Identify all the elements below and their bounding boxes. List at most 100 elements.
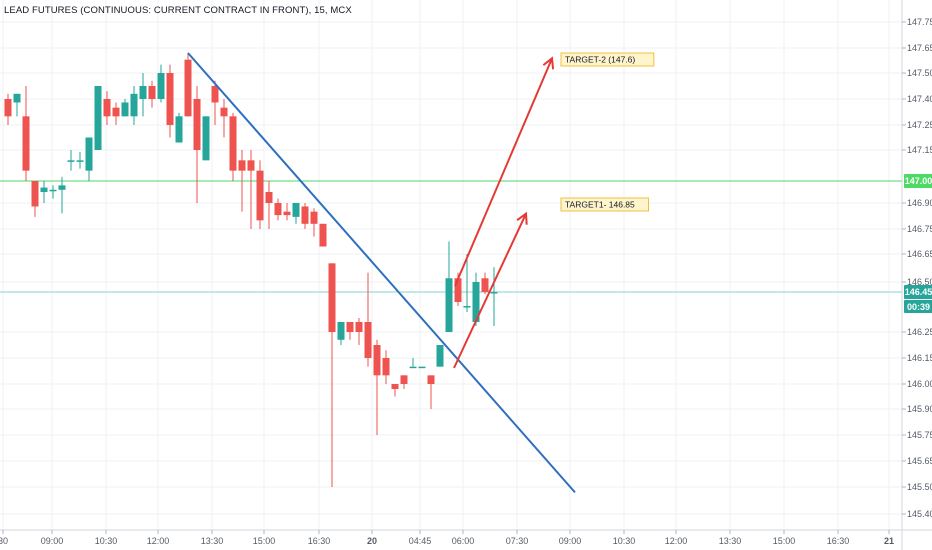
candle-body [22, 116, 30, 171]
candle [490, 267, 498, 326]
price-axis[interactable]: 147.75 147.65 147.50 147.40 147.25 147.15 146.… [901, 0, 932, 550]
candle-body [247, 160, 255, 171]
target1-arrow[interactable] [453, 211, 528, 369]
candle [382, 350, 390, 384]
candle [112, 102, 120, 125]
candle-body [166, 73, 174, 125]
candle [265, 181, 273, 229]
x-tick-label: 09:00 [41, 536, 64, 546]
candle-body [256, 170, 264, 221]
candle-body [121, 102, 129, 117]
drawing-tools-layer[interactable]: TARGET-2 (147.6) TARGET1- 146.85 [187, 52, 655, 494]
candle-body [49, 189, 57, 192]
candle [436, 345, 444, 367]
candle [472, 272, 480, 326]
x-tick-label: 13:30 [719, 536, 742, 546]
candle-body [31, 181, 39, 207]
annotation-text: TARGET-2 (147.6) [565, 55, 635, 65]
x-tick-label: 12:00 [665, 536, 688, 546]
y-tick-label: 147.50 [907, 68, 932, 78]
x-tick-label: 30 [0, 536, 8, 546]
candle-body [481, 278, 489, 292]
candle [130, 86, 138, 125]
candle-body [292, 203, 300, 217]
horizontal-lines [0, 180, 902, 293]
candle [481, 272, 489, 294]
candle-body [319, 223, 327, 247]
candle [202, 116, 210, 161]
candle-body [229, 116, 237, 171]
x-tick-label: 20 [367, 536, 377, 546]
y-tick-label: 145.75 [907, 430, 932, 440]
candle [103, 91, 111, 125]
x-tick-label: 07:30 [506, 536, 529, 546]
candle-body [418, 366, 426, 369]
candle [364, 272, 372, 367]
candle-body [427, 375, 435, 384]
candle [445, 241, 453, 332]
candle-body [67, 160, 75, 162]
y-tick-label: 146.50 [907, 277, 932, 287]
candle [247, 150, 255, 229]
candle [418, 366, 426, 369]
target2-arrow[interactable] [454, 56, 555, 287]
chart-title: LEAD FUTURES (CONTINUOUS: CURRENT CONTRA… [4, 5, 352, 16]
candle [193, 86, 201, 203]
candle [13, 93, 21, 117]
y-tick-label: 145.40 [907, 509, 932, 519]
candle [310, 208, 318, 237]
y-tick-label: 147.75 [907, 17, 932, 27]
candle [85, 137, 93, 181]
time-axis[interactable]: 30 09:00 10:30 12:00 13:30 15:00 16:30 20 04:45 0… [0, 529, 932, 546]
candle [67, 150, 75, 171]
candle [220, 99, 228, 138]
candle-body [112, 107, 120, 117]
candle-body [175, 116, 183, 143]
target1-label[interactable]: TARGET1- 146.85 [560, 197, 649, 212]
x-tick-label: 21 [884, 536, 894, 546]
x-tick-label: 16:30 [308, 536, 331, 546]
candle [463, 254, 471, 312]
candle [373, 339, 381, 435]
chart-grid [0, 0, 902, 530]
candle [274, 198, 282, 221]
candle [400, 375, 408, 389]
candle-body [157, 73, 165, 99]
candle-body [373, 345, 381, 376]
candle-body [364, 322, 372, 358]
y-tick-label: 147.15 [907, 145, 932, 155]
y-tick-label: 147.25 [907, 120, 932, 130]
candle-body [139, 86, 147, 99]
price-label-text: 147.00 [905, 176, 932, 186]
candle [49, 185, 57, 199]
x-tick-label: 13:30 [201, 536, 224, 546]
x-tick-label: 04:45 [409, 536, 432, 546]
candlestick-series [4, 53, 498, 487]
candle [31, 181, 39, 217]
trendline[interactable] [187, 52, 576, 494]
candle [139, 73, 147, 117]
target2-label[interactable]: TARGET-2 (147.6) [560, 52, 655, 67]
candle [301, 203, 309, 229]
candle [4, 93, 12, 125]
candle [40, 181, 48, 203]
candle-body [58, 185, 66, 190]
candle [283, 203, 291, 221]
candle-body [211, 86, 219, 103]
candle-body [40, 187, 48, 192]
x-tick-label: 15:00 [773, 536, 796, 546]
candle-body [202, 116, 210, 161]
y-tick-label: 145.90 [907, 404, 932, 414]
candle-body [265, 192, 273, 203]
candle-body [490, 292, 498, 294]
countdown-label [904, 300, 932, 313]
candle-body [76, 160, 84, 162]
candle-body [301, 206, 309, 224]
candle [355, 318, 363, 345]
candle-body [409, 366, 417, 369]
candle-body [436, 345, 444, 367]
candle-body [454, 278, 462, 302]
candle [166, 64, 174, 138]
candle-body [391, 384, 399, 389]
